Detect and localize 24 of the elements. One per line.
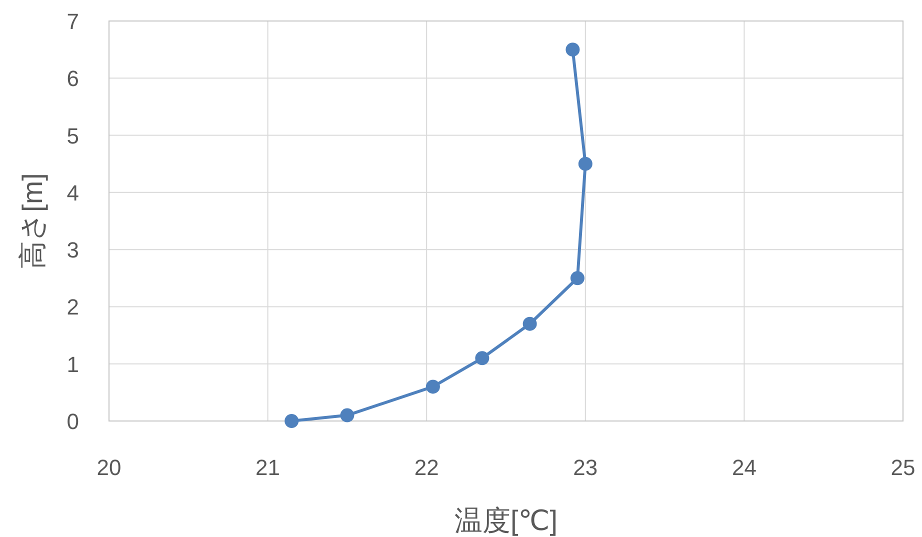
x-tick-label: 24	[732, 455, 756, 480]
point	[566, 42, 580, 57]
point	[522, 316, 537, 331]
y-tick-label: 7	[66, 9, 79, 34]
y-axis-title: 高さ[m]	[17, 173, 48, 269]
point	[578, 156, 592, 171]
point	[284, 414, 299, 428]
point	[426, 380, 440, 394]
x-tick-label: 22	[414, 455, 439, 480]
y-tick-label: 0	[66, 409, 79, 434]
x-tick-label: 20	[96, 455, 122, 480]
point	[340, 408, 354, 422]
y-tick-label: 3	[66, 238, 79, 263]
y-tick-label: 5	[66, 123, 79, 148]
y-tick-label: 1	[66, 352, 79, 377]
x-axis-title: 温度[℃]	[454, 505, 558, 536]
y-tick-label: 4	[66, 180, 79, 206]
x-tick-label: 25	[890, 455, 916, 480]
y-tick-label: 2	[66, 294, 79, 320]
x-tick-label: 21	[256, 455, 280, 480]
point	[475, 351, 490, 366]
y-tick-label: 6	[66, 66, 79, 92]
point	[570, 271, 584, 286]
x-tick-label: 23	[573, 455, 598, 480]
